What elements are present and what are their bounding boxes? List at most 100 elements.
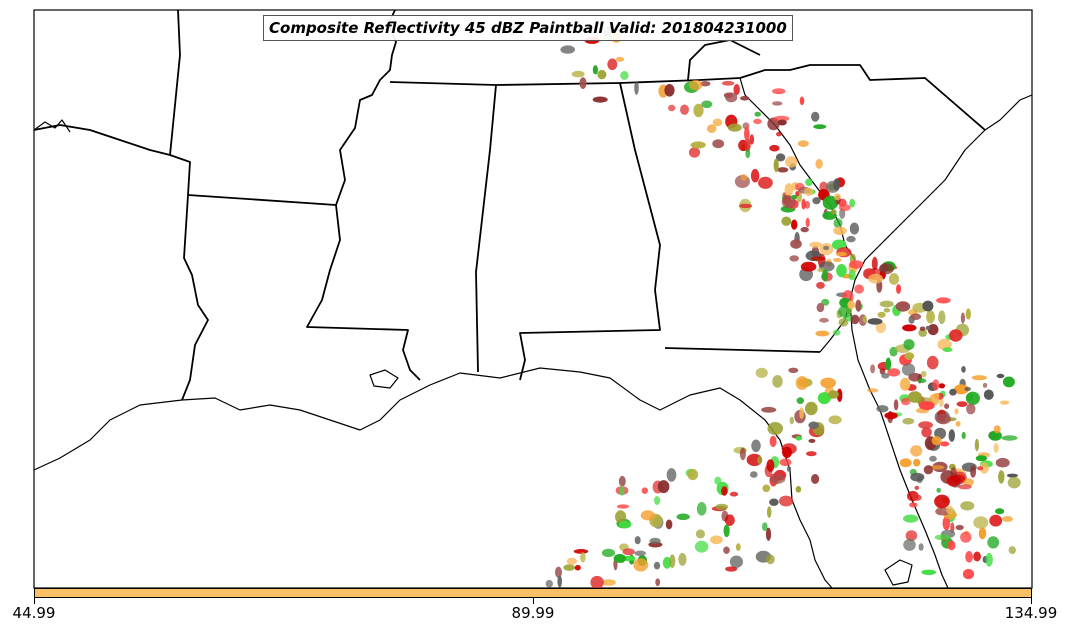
paintball-cell xyxy=(929,455,937,462)
lake-pontchartrain xyxy=(369,369,399,389)
paintball-cell xyxy=(649,537,661,545)
colorbar-label-max: 134.99 xyxy=(1004,604,1058,622)
paintball-cell xyxy=(769,498,779,506)
border-tx-la xyxy=(181,194,209,401)
paintball-cell xyxy=(920,370,927,378)
paintball-cell xyxy=(833,218,843,228)
paintball-cell xyxy=(1002,516,1013,522)
border-ms-al xyxy=(475,84,497,373)
paintball-cell xyxy=(791,219,798,230)
paintball-cell xyxy=(838,204,851,212)
paintball-cell xyxy=(664,84,675,97)
paintball-cell xyxy=(758,176,773,189)
paintball-cell xyxy=(867,318,883,325)
paintball-cell xyxy=(753,118,762,125)
paintball-cell xyxy=(789,255,799,262)
paintball-cell xyxy=(739,203,753,209)
paintball-cell xyxy=(788,367,799,373)
paintball-cell xyxy=(893,399,899,411)
paintball-cell xyxy=(935,413,952,425)
paintball-cell xyxy=(772,375,783,388)
paintball-cell xyxy=(954,408,959,415)
paintball-cell xyxy=(887,368,901,377)
border-al-ga xyxy=(519,82,661,381)
paintball-cell xyxy=(913,458,921,467)
paintball-cell xyxy=(811,111,820,122)
paintball-cell xyxy=(665,519,673,530)
paintball-cell xyxy=(808,421,819,430)
paintball-cell xyxy=(785,156,798,168)
paintball-cell xyxy=(706,124,717,133)
paintball-cell xyxy=(784,183,794,197)
paintball-cell xyxy=(978,527,987,540)
paintball-cell xyxy=(769,144,780,152)
paintball-cell xyxy=(822,269,828,282)
paintball-cell xyxy=(998,470,1005,484)
paintball-cell xyxy=(724,514,735,526)
paintball-cell xyxy=(836,388,843,402)
paintball-cell xyxy=(723,524,730,538)
paintball-cell xyxy=(789,416,794,425)
paintball-cell xyxy=(966,403,976,415)
paintball-cell xyxy=(777,119,787,126)
paintball-cell xyxy=(786,466,792,472)
colorbar-label-mid: 89.99 xyxy=(511,604,555,622)
paintball-cell xyxy=(813,124,827,130)
paintball-cell xyxy=(823,245,830,251)
paintball-cell xyxy=(993,425,1001,434)
colorbar-tick-min xyxy=(34,598,35,604)
paintball-cell xyxy=(876,405,889,413)
paintball-cell xyxy=(767,506,772,518)
paintball-cell xyxy=(773,158,779,173)
paintball-cell xyxy=(970,465,977,478)
paintball-cell xyxy=(725,566,738,572)
paintball-cell xyxy=(918,328,927,337)
paintball-cell xyxy=(804,201,810,209)
paintball-cell xyxy=(942,516,951,531)
paintball-cell xyxy=(676,513,690,521)
paintball-cell xyxy=(800,261,817,272)
border-al-tn xyxy=(495,82,621,86)
paintball-cell xyxy=(964,386,971,392)
paintball-cell xyxy=(715,503,729,510)
paintball-cell xyxy=(655,578,661,587)
paintball-cell xyxy=(810,256,826,261)
paintball-cell xyxy=(634,550,646,557)
paintball-cell xyxy=(757,456,763,465)
paintball-cell xyxy=(871,256,878,271)
coast-atlantic-fl xyxy=(849,299,949,589)
paintball-cell xyxy=(1001,435,1018,441)
paintball-cell xyxy=(634,81,639,95)
paintball-cell xyxy=(779,458,792,467)
paintball-cell xyxy=(601,548,616,558)
paintball-cell xyxy=(849,260,864,269)
paintball-cell xyxy=(938,310,946,325)
paintball-cell xyxy=(868,273,884,284)
paintball-cell xyxy=(690,141,706,149)
paintball-cell xyxy=(838,305,852,318)
paintball-cell xyxy=(926,355,939,370)
paintball-cell xyxy=(618,520,632,529)
paintball-cell xyxy=(934,494,950,509)
paintball-cell xyxy=(727,123,742,132)
paintball-cell xyxy=(870,364,876,374)
colorbar-label-min: 44.99 xyxy=(12,604,56,622)
paintball-cell xyxy=(619,486,625,496)
paintball-cell xyxy=(735,543,741,551)
paintball-cell xyxy=(875,321,887,334)
paintball-cell xyxy=(846,235,856,243)
paintball-cell xyxy=(762,484,771,493)
colorbar-tick-mid xyxy=(533,598,534,604)
paintball-cell xyxy=(1007,476,1021,489)
paintball-cell xyxy=(795,436,803,441)
paintball-cell xyxy=(982,382,988,388)
paintball-cell xyxy=(816,281,825,289)
paintball-cell xyxy=(965,308,971,320)
paintball-cell xyxy=(805,401,818,416)
paintball-cell xyxy=(949,388,957,396)
paintball-cell xyxy=(795,191,800,197)
paintball-cell xyxy=(766,459,775,472)
paintball-cell xyxy=(545,579,553,588)
paintball-cell xyxy=(925,325,931,331)
paintball-cell xyxy=(592,65,599,75)
